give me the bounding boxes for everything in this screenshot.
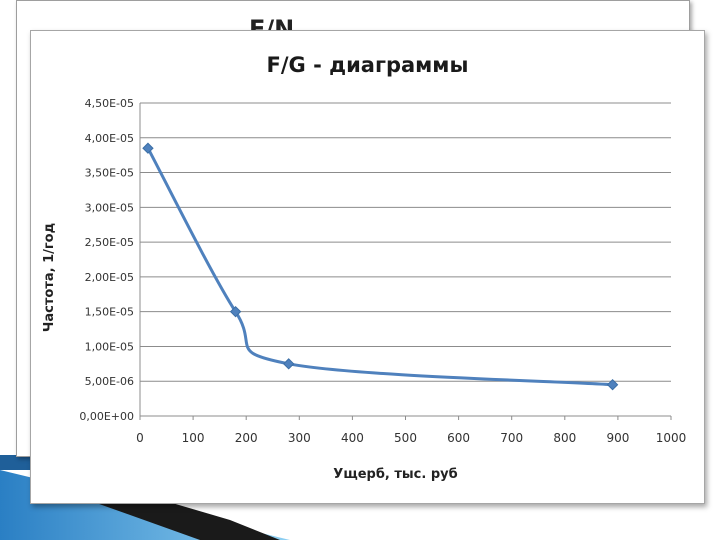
y-tick-label: 5,00E-06 xyxy=(85,375,134,388)
series-line xyxy=(146,147,613,387)
data-point-marker xyxy=(229,305,242,318)
x-tick-label: 200 xyxy=(235,431,258,445)
y-tick-label: 4,00E-05 xyxy=(85,132,134,145)
x-tick-label: 600 xyxy=(447,431,470,445)
chart-card: F/G - диаграммы 0,00E+00 5,00E-06 1,00E-05… xyxy=(30,30,705,504)
y-tick-label: 4,50E-05 xyxy=(85,97,134,110)
y-tick-label: 2,00E-05 xyxy=(85,271,134,284)
x-tick-label: 500 xyxy=(394,431,417,445)
x-axis-label: Ущерб, тыс. руб xyxy=(333,467,457,482)
y-tick-label: 2,50E-05 xyxy=(85,236,134,249)
y-tick-label: 0,00E+00 xyxy=(79,410,134,423)
y-tick-label: 1,00E-05 xyxy=(85,340,134,353)
data-point-marker xyxy=(142,142,154,154)
x-tick-label: 300 xyxy=(288,431,311,445)
x-tick-label: 700 xyxy=(500,431,523,445)
y-tick-label: 1,50E-05 xyxy=(85,306,134,319)
y-axis-label: Частота, 1/год xyxy=(42,223,57,332)
x-tick-label: 800 xyxy=(553,431,576,445)
x-tick-label: 400 xyxy=(341,431,364,445)
x-tick-label: 100 xyxy=(182,431,205,445)
background-chart-title: F/N xyxy=(249,15,295,43)
x-tick-label: 0 xyxy=(136,431,144,445)
x-tick-label: 900 xyxy=(606,431,629,445)
data-point-marker xyxy=(282,358,295,370)
data-point-marker xyxy=(606,378,619,391)
chart-title: F/G - диаграммы xyxy=(266,53,469,77)
y-tick-label: 3,00E-05 xyxy=(85,201,134,214)
fg-diagram-plot: 0,00E+00 5,00E-06 1,00E-05 1,50E-05 2,00E-05… xyxy=(42,97,687,482)
x-tick-label: 1000 xyxy=(656,431,687,445)
y-tick-label: 3,50E-05 xyxy=(85,167,134,180)
